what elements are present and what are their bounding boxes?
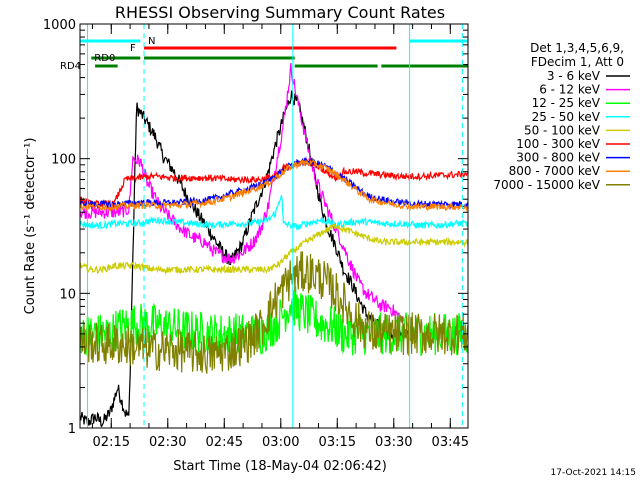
plot-frame: [79, 23, 469, 429]
legend-entry-label: 3 - 6 keV: [547, 69, 601, 83]
time-markers: [87, 24, 463, 428]
axis-ticks: 1 10 100 1000 02:15 02:30 02:45 03:00 03:15 03:30…: [43, 18, 469, 450]
legend-entry-label: 7000 - 15000 keV: [493, 178, 600, 192]
legend-header-line-1: Det 1,3,4,5,6,9,: [530, 41, 624, 55]
y-tick-label: 1000: [43, 18, 76, 33]
state-label-rd4: RD4: [60, 61, 81, 72]
legend-entry-label: 12 - 25 keV: [532, 96, 601, 110]
series-3-6-kev: [79, 90, 412, 428]
series-layer: [79, 63, 469, 428]
y-tick-label: 1: [68, 422, 76, 437]
series-800-7000-kev: [79, 159, 469, 212]
series-7000-15000-kev: [79, 251, 469, 374]
x-tick-label: 03:45: [432, 435, 469, 450]
x-tick-label: 03:00: [262, 435, 299, 450]
series-6-12-kev: [79, 63, 404, 325]
legend-entry-label: 300 - 800 keV: [516, 151, 600, 165]
x-tick-label: 02:15: [93, 435, 130, 450]
state-label-rd0: RD0: [94, 53, 115, 64]
legend-header-line-2: FDecim 1, Att 0: [531, 55, 624, 69]
y-tick-label: 10: [59, 287, 76, 302]
footer-timestamp: 17-Oct-2021 14:15: [551, 468, 636, 478]
x-tick-label: 03:15: [319, 435, 356, 450]
y-axis-label: Count Rate (s⁻¹ detector⁻¹): [23, 138, 38, 315]
legend-entry-label: 100 - 300 keV: [516, 137, 600, 151]
legend-entry-label: 6 - 12 keV: [539, 83, 601, 97]
legend-entry-label: 50 - 100 keV: [524, 123, 601, 137]
x-axis-label: Start Time (18-May-04 02:06:42): [173, 459, 387, 474]
x-tick-label: 03:30: [375, 435, 412, 450]
legend: Det 1,3,4,5,6,9, FDecim 1, Att 0 3 - 6 k…: [493, 41, 630, 192]
series-25-50-kev: [79, 195, 469, 231]
x-tick-label: 02:45: [206, 435, 243, 450]
legend-entry-label: 25 - 50 keV: [532, 110, 601, 124]
chart-title: RHESSI Observing Summary Count Rates: [115, 3, 445, 22]
state-label-f: F: [130, 43, 136, 54]
legend-entry-label: 800 - 7000 keV: [509, 164, 601, 178]
y-tick-label: 100: [51, 153, 76, 168]
observing-state-bars: N F RD0 RD4: [60, 36, 468, 72]
x-tick-label: 02:30: [149, 435, 186, 450]
series-50-100-kev: [79, 223, 469, 275]
state-label-n: N: [148, 36, 155, 47]
